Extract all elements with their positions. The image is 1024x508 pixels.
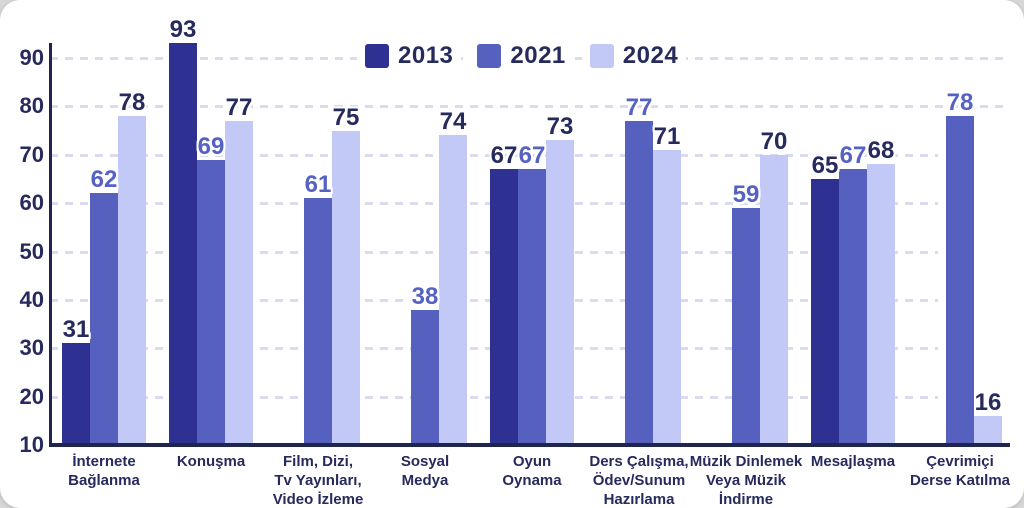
bar-2013-0	[62, 343, 90, 445]
value-label-2021-5: 77	[625, 93, 653, 121]
value-label-2024-3: 74	[439, 108, 467, 136]
bar-2024-5	[653, 149, 681, 445]
category-label-line: Müzik Dinlemek	[689, 453, 803, 470]
y-tick-label: 10	[19, 432, 44, 457]
bar-2024-1	[225, 120, 253, 445]
legend-label-2024: 2024	[622, 42, 679, 69]
bar-2021-4	[518, 169, 546, 445]
legend-swatch-2024	[589, 44, 614, 68]
legend-swatch-2013	[365, 44, 389, 68]
value-label-2013-7: 65	[811, 151, 839, 179]
category-label-line: Film, Dizi,	[282, 453, 353, 470]
bar-2024-0	[118, 116, 146, 445]
category-label-line: Hazırlama	[603, 491, 675, 508]
value-label-2021-3: 38	[411, 282, 439, 310]
value-label-2024-7: 68	[867, 137, 895, 165]
category-label-line: Sosyal	[400, 453, 450, 470]
value-label-2013-1: 93	[169, 16, 197, 44]
category-label-line: Ders Çalışma,	[589, 453, 689, 470]
bar-2024-6	[760, 154, 788, 445]
value-label-2021-8: 78	[946, 89, 974, 117]
value-label-2021-7: 67	[839, 142, 867, 170]
y-tick-label: 20	[19, 383, 44, 409]
bar-2021-8	[946, 116, 974, 445]
y-tick-label: 40	[19, 286, 44, 312]
y-tick-label: 50	[19, 238, 44, 264]
category-label-line: İnternete	[72, 453, 136, 470]
bar-2021-2	[304, 198, 332, 445]
legend: 2013 2021 2024	[357, 40, 687, 72]
bar-2013-4	[490, 169, 518, 445]
bar-2024-2	[332, 130, 360, 445]
bar-2024-8	[974, 415, 1002, 445]
category-label-6: Müzik Dinlemek Veya Müzik İndirme	[658, 452, 834, 508]
category-label-line: Bağlanma	[68, 472, 140, 489]
value-label-2021-6: 59	[732, 180, 760, 208]
category-label-line: İndirme	[718, 491, 774, 508]
category-label-line: Oyun	[512, 453, 552, 470]
category-label-8: Çevrimiçi Derse Katılma	[872, 452, 1024, 490]
category-label-line: Video İzleme	[272, 491, 364, 508]
value-label-2024-4: 73	[546, 113, 574, 141]
category-label-4: Oyun Oynama	[444, 452, 620, 490]
value-label-2024-6: 70	[760, 127, 788, 155]
gridline-80	[50, 105, 1008, 109]
legend-item-2013: 2013	[357, 40, 462, 72]
x-axis-line	[50, 443, 1010, 447]
bar-2021-0	[90, 193, 118, 445]
value-label-2024-2: 75	[332, 103, 360, 131]
legend-label-2013: 2013	[398, 42, 454, 69]
bar-2024-4	[546, 140, 574, 445]
category-label-line: Tv Yayınları,	[274, 472, 362, 489]
legend-item-2024: 2024	[581, 40, 687, 72]
value-label-2021-2: 61	[304, 171, 332, 199]
value-label-2024-0: 78	[118, 89, 146, 117]
category-label-0: İnternete Bağlanma	[16, 452, 192, 490]
y-tick-label: 90	[19, 45, 44, 70]
category-label-line: Ödev/Sunum	[592, 472, 686, 489]
value-label-2021-4: 67	[518, 142, 546, 170]
category-label-2: Film, Dizi, Tv Yayınları, Video İzleme	[230, 452, 406, 508]
bar-2021-6	[732, 207, 760, 445]
category-label-line: Konuşma	[176, 453, 246, 470]
bar-2013-1	[169, 43, 197, 445]
y-tick-label: 80	[19, 93, 44, 119]
category-label-line: Oynama	[502, 472, 562, 489]
category-label-line: Veya Müzik	[705, 472, 787, 489]
bar-2021-5	[625, 120, 653, 445]
y-tick-label: 70	[19, 141, 44, 167]
bar-2024-7	[867, 164, 895, 445]
bar-2021-7	[839, 169, 867, 445]
legend-swatch-2021	[477, 44, 502, 68]
bar-2021-3	[411, 309, 439, 445]
category-label-line: Mesajlaşma	[810, 453, 896, 470]
y-tick-label: 60	[19, 190, 44, 216]
value-label-2013-4: 67	[490, 142, 518, 170]
bar-2013-7	[811, 178, 839, 445]
category-label-1: Konuşma	[123, 452, 299, 471]
legend-item-2021: 2021	[469, 40, 574, 72]
y-tick-label: 30	[19, 335, 44, 361]
bar-2024-3	[439, 135, 467, 445]
bar-2021-1	[197, 159, 225, 445]
category-label-3: Sosyal Medya	[337, 452, 513, 490]
category-label-5: Ders Çalışma, Ödev/Sunum Hazırlama	[551, 452, 727, 508]
gridline-70	[50, 153, 938, 157]
value-label-2024-8: 16	[974, 388, 1002, 416]
category-label-line: Derse Katılma	[909, 472, 1011, 489]
value-label-2024-5: 71	[653, 122, 681, 150]
value-label-2021-1: 69	[197, 132, 225, 160]
value-label-2013-0: 31	[62, 316, 90, 344]
category-label-7: Mesajlaşma	[765, 452, 941, 471]
category-label-line: Çevrimiçi	[926, 453, 994, 470]
value-label-2021-0: 62	[90, 166, 118, 194]
value-label-2024-1: 77	[225, 93, 253, 121]
legend-label-2021: 2021	[510, 42, 566, 69]
category-label-line: Medya	[401, 472, 449, 489]
y-axis-line	[49, 43, 52, 447]
